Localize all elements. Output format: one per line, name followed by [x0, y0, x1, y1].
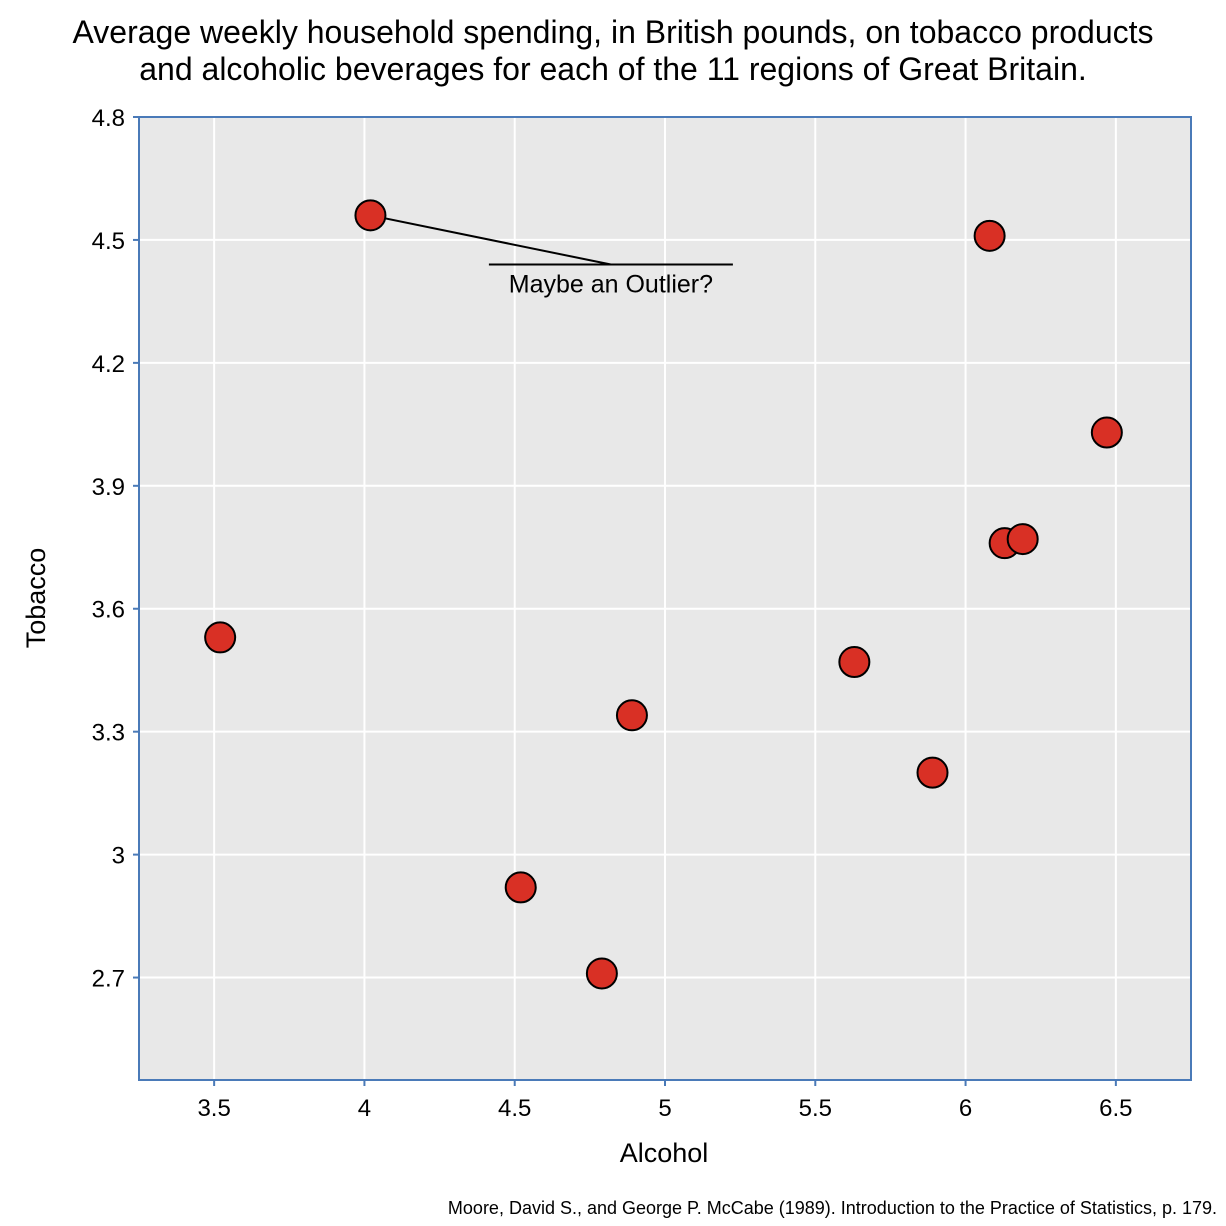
outlier-annotation: Maybe an Outlier?	[370, 214, 733, 299]
annotation-leader-line	[370, 214, 612, 266]
data-point	[354, 199, 387, 232]
data-point	[1006, 523, 1039, 556]
data-point	[204, 621, 237, 654]
x-tick-label: 5	[658, 1095, 671, 1122]
x-gridlines	[213, 117, 1117, 1086]
data-point	[973, 219, 1006, 252]
axes	[138, 116, 1192, 1081]
data-points	[204, 199, 1123, 990]
x-tick-label: 6.5	[1099, 1095, 1132, 1122]
x-tick-label: 3.5	[197, 1095, 230, 1122]
y-tick-label: 3	[112, 843, 125, 870]
y-axis-label: Tobacco	[21, 548, 51, 649]
x-tick-labels: 3.5 4 4.5 5 5.5 6 6.5	[197, 1095, 1132, 1122]
data-point	[504, 871, 537, 904]
data-point	[615, 699, 648, 732]
y-tick-label: 3.6	[92, 597, 125, 624]
source-note: Moore, David S., and George P. McCabe (1…	[448, 1198, 1217, 1218]
data-point	[838, 646, 871, 679]
x-tick-label: 6	[959, 1095, 972, 1122]
x-tick-label: 4	[358, 1095, 371, 1122]
y-tick-label: 4.2	[92, 351, 125, 378]
chart-title-line-1: Average weekly household spending, in Br…	[73, 14, 1154, 50]
y-tick-label: 3.9	[92, 474, 125, 501]
x-axis-label: Alcohol	[620, 1138, 709, 1168]
data-point	[585, 957, 618, 990]
y-tick-labels: 2.7 3 3.3 3.6 3.9 4.2 4.5 4.8	[92, 105, 125, 993]
chart-title-line-2: and alcoholic beverages for each of the …	[139, 51, 1087, 87]
data-point	[916, 756, 949, 789]
y-tick-label: 4.8	[92, 105, 125, 132]
plot-frame	[138, 116, 1192, 1081]
data-point	[1090, 416, 1123, 449]
y-tick-label: 4.5	[92, 228, 125, 255]
y-tick-label: 2.7	[92, 966, 125, 993]
x-tick-label: 4.5	[498, 1095, 531, 1122]
annotation-label: Maybe an Outlier?	[509, 271, 713, 299]
y-tick-label: 3.3	[92, 720, 125, 747]
x-tick-label: 5.5	[799, 1095, 832, 1122]
